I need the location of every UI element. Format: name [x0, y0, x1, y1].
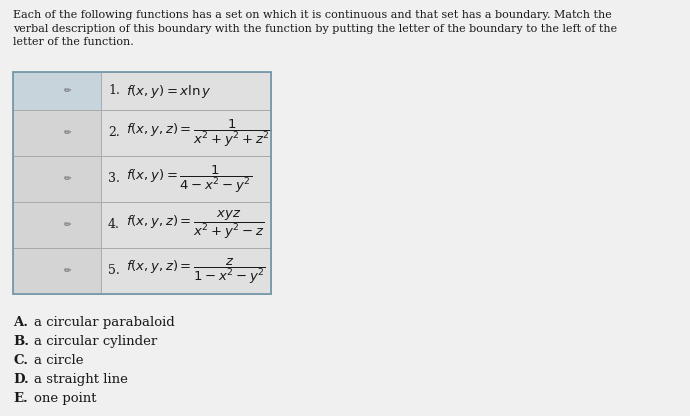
- Text: ✏: ✏: [63, 174, 71, 183]
- Text: a circular parabaloid: a circular parabaloid: [34, 316, 175, 329]
- Bar: [13, 72, 271, 110]
- Text: $f(x,y,z) = \dfrac{xyz}{x^2+y^2-z}$: $f(x,y,z) = \dfrac{xyz}{x^2+y^2-z}$: [126, 209, 264, 241]
- Text: B.: B.: [13, 335, 29, 348]
- Text: ✏: ✏: [63, 267, 71, 275]
- Text: $f(x,y) = \dfrac{1}{4-x^2-y^2}$: $f(x,y) = \dfrac{1}{4-x^2-y^2}$: [126, 163, 252, 195]
- Text: A.: A.: [13, 316, 28, 329]
- Text: D.: D.: [13, 373, 29, 386]
- Text: 1.: 1.: [108, 84, 120, 97]
- Bar: [13, 156, 101, 202]
- Text: letter of the function.: letter of the function.: [13, 37, 134, 47]
- Text: $f(x,y,z) = \dfrac{1}{x^2+y^2+z^2}$: $f(x,y,z) = \dfrac{1}{x^2+y^2+z^2}$: [126, 117, 271, 149]
- Bar: [13, 110, 271, 156]
- Text: a circular cylinder: a circular cylinder: [34, 335, 157, 348]
- Bar: [13, 202, 101, 248]
- Text: $f(x,y) = x\ln y$: $f(x,y) = x\ln y$: [126, 82, 212, 99]
- Bar: [13, 156, 271, 202]
- Text: Each of the following functions has a set on which it is continuous and that set: Each of the following functions has a se…: [13, 10, 612, 20]
- Text: a circle: a circle: [34, 354, 83, 367]
- Text: a straight line: a straight line: [34, 373, 128, 386]
- Bar: [13, 248, 101, 294]
- Bar: [13, 110, 101, 156]
- Text: 2.: 2.: [108, 126, 120, 139]
- Bar: [13, 248, 271, 294]
- Bar: [13, 72, 271, 294]
- Text: $f(x,y,z) = \dfrac{z}{1-x^2-y^2}$: $f(x,y,z) = \dfrac{z}{1-x^2-y^2}$: [126, 256, 266, 286]
- Text: verbal description of this boundary with the function by putting the letter of t: verbal description of this boundary with…: [13, 23, 617, 34]
- Text: 5.: 5.: [108, 265, 120, 277]
- Text: 4.: 4.: [108, 218, 120, 231]
- Text: ✏: ✏: [63, 220, 71, 230]
- Text: ✏: ✏: [63, 87, 71, 96]
- Text: 3.: 3.: [108, 173, 120, 186]
- Bar: [13, 72, 101, 110]
- Text: E.: E.: [13, 392, 28, 405]
- Text: ✏: ✏: [63, 129, 71, 138]
- Text: one point: one point: [34, 392, 97, 405]
- Bar: [13, 202, 271, 248]
- Text: C.: C.: [13, 354, 28, 367]
